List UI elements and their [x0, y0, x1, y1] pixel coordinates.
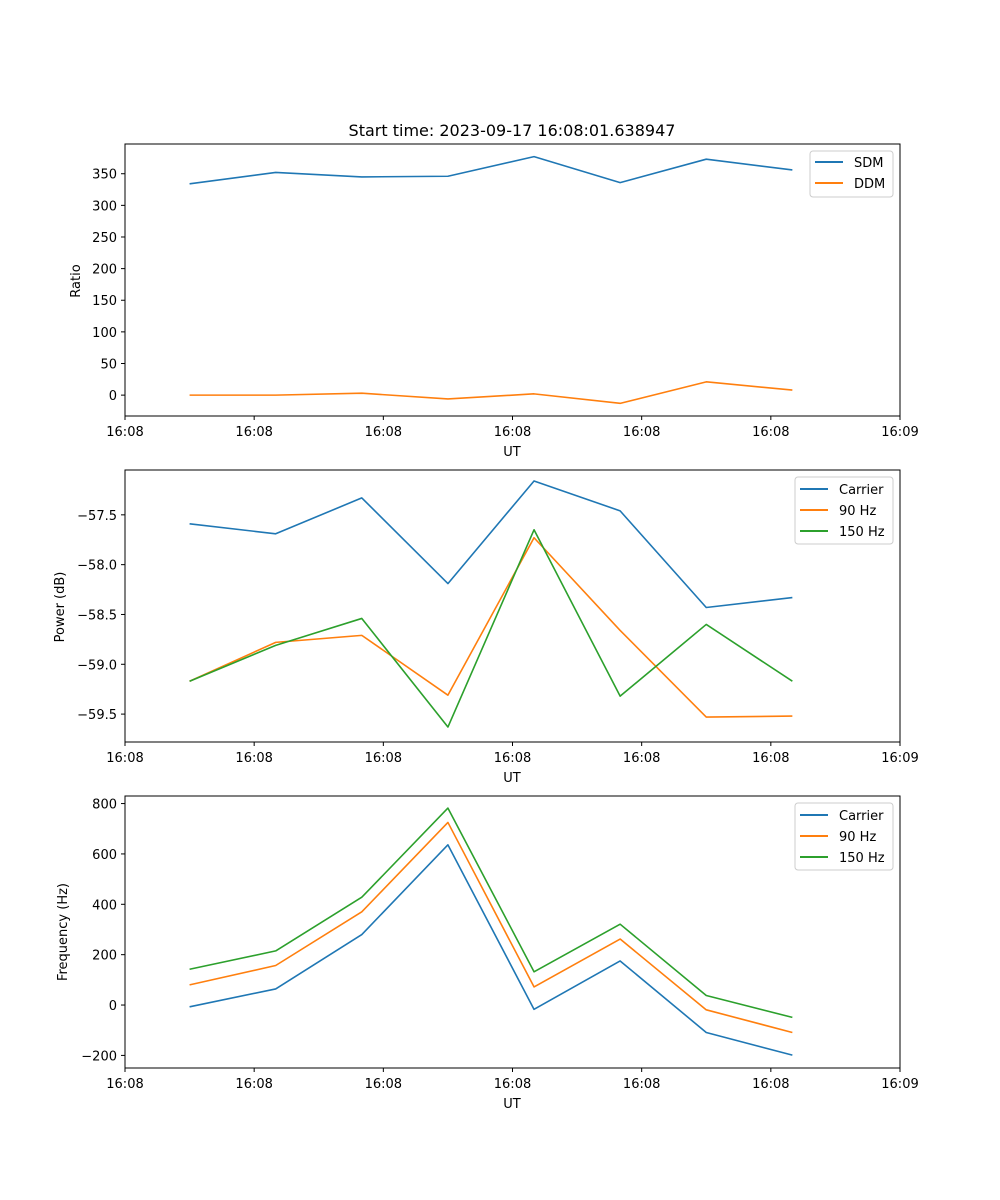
- x-tick-label: 16:08: [494, 751, 531, 766]
- x-tick-label: 16:08: [623, 425, 660, 440]
- x-tick-label: 16:08: [494, 1077, 531, 1092]
- x-tick-label: 16:08: [623, 1077, 660, 1092]
- axes-frame: [124, 795, 901, 1069]
- y-tick-label: 50: [100, 357, 117, 372]
- x-tick-label: 16:09: [881, 751, 918, 766]
- legend: Carrier 90 Hz 150 Hz: [794, 476, 894, 545]
- legend-label-ddm: DDM: [854, 177, 885, 192]
- y-tick-label: 0: [109, 389, 117, 404]
- y-tick-label: 200: [92, 263, 117, 278]
- y-tick-label: −59.0: [77, 658, 117, 673]
- legend-label-90hz: 90 Hz: [839, 504, 876, 519]
- x-tick-label: 16:08: [752, 1077, 789, 1092]
- x-tick-label: 16:08: [106, 751, 143, 766]
- series-layer: [189, 155, 793, 405]
- y-tick-label: −58.0: [77, 559, 117, 574]
- y-tick-label: 100: [92, 326, 117, 341]
- x-tick-label: 16:08: [623, 751, 660, 766]
- frequency-subplot: Frequency (Hz) UT 16:08 16:08 16:08 16:08 16…: [56, 795, 919, 1112]
- tick-layer: 16:08 16:08 16:08 16:08 16:08 16:08 16:09 −59.5…: [77, 509, 919, 766]
- y-tick-label: 200: [92, 949, 117, 964]
- legend-label-150hz: 150 Hz: [839, 525, 885, 540]
- series-line-ddm: [189, 381, 793, 405]
- legend-label-carrier: Carrier: [839, 483, 884, 498]
- x-tick-label: 16:09: [881, 425, 918, 440]
- series-layer: [189, 807, 793, 1056]
- tick-layer: 16:08 16:08 16:08 16:08 16:08 16:08 16:09 0 50 10…: [92, 168, 919, 440]
- ratio-subplot: Start time: 2023-09-17 16:08:01.638947 R…: [69, 121, 919, 460]
- chart-title: Start time: 2023-09-17 16:08:01.638947: [349, 121, 676, 140]
- legend-label-carrier: Carrier: [839, 809, 884, 824]
- x-tick-label: 16:08: [752, 751, 789, 766]
- axes-frame: [124, 469, 901, 743]
- x-tick-label: 16:08: [235, 425, 272, 440]
- y-tick-label: 250: [92, 231, 117, 246]
- series-line-90-hz: [189, 821, 793, 1034]
- y-tick-label: 0: [109, 999, 117, 1014]
- y-tick-label: 600: [92, 848, 117, 863]
- legend-label-150hz: 150 Hz: [839, 851, 885, 866]
- series-line-sdm: [189, 155, 793, 185]
- x-axis-label: UT: [503, 445, 521, 460]
- x-axis-label: UT: [503, 1097, 521, 1112]
- legend-label-sdm: SDM: [854, 156, 883, 171]
- x-tick-label: 16:08: [106, 425, 143, 440]
- x-tick-label: 16:08: [365, 1077, 402, 1092]
- series-line-150-hz: [189, 807, 793, 1019]
- y-tick-label: 150: [92, 294, 117, 309]
- x-tick-label: 16:08: [235, 1077, 272, 1092]
- legend: SDM DDM: [809, 150, 894, 198]
- legend-box: [794, 476, 894, 545]
- x-tick-label: 16:08: [494, 425, 531, 440]
- y-tick-label: −58.5: [77, 608, 117, 623]
- y-tick-label: −57.5: [77, 509, 117, 524]
- x-tick-label: 16:09: [881, 1077, 918, 1092]
- series-layer: [189, 480, 793, 728]
- power-subplot: Power (dB) UT 16:08 16:08 16:08 16:08 16:08 1…: [53, 469, 919, 786]
- legend-box: [794, 802, 894, 871]
- y-tick-label: 300: [92, 199, 117, 214]
- y-tick-label: 800: [92, 798, 117, 813]
- x-tick-label: 16:08: [365, 751, 402, 766]
- y-tick-label: 400: [92, 898, 117, 913]
- series-line-carrier: [189, 480, 793, 609]
- y-tick-label: −59.5: [77, 708, 117, 723]
- x-tick-label: 16:08: [752, 425, 789, 440]
- y-tick-label: −200: [81, 1049, 117, 1064]
- legend-label-90hz: 90 Hz: [839, 830, 876, 845]
- x-axis-label: UT: [503, 771, 521, 786]
- series-line-150-hz: [189, 528, 793, 728]
- y-axis-label: Ratio: [69, 264, 84, 297]
- y-axis-label: Power (dB): [53, 572, 68, 643]
- axes-frame: [124, 143, 901, 417]
- legend: Carrier 90 Hz 150 Hz: [794, 802, 894, 871]
- y-tick-label: 350: [92, 168, 117, 183]
- x-tick-label: 16:08: [235, 751, 272, 766]
- y-axis-label: Frequency (Hz): [56, 883, 71, 981]
- series-line-carrier: [189, 844, 793, 1056]
- x-tick-label: 16:08: [106, 1077, 143, 1092]
- tick-layer: 16:08 16:08 16:08 16:08 16:08 16:08 16:09 −200 0…: [81, 798, 918, 1092]
- x-tick-label: 16:08: [365, 425, 402, 440]
